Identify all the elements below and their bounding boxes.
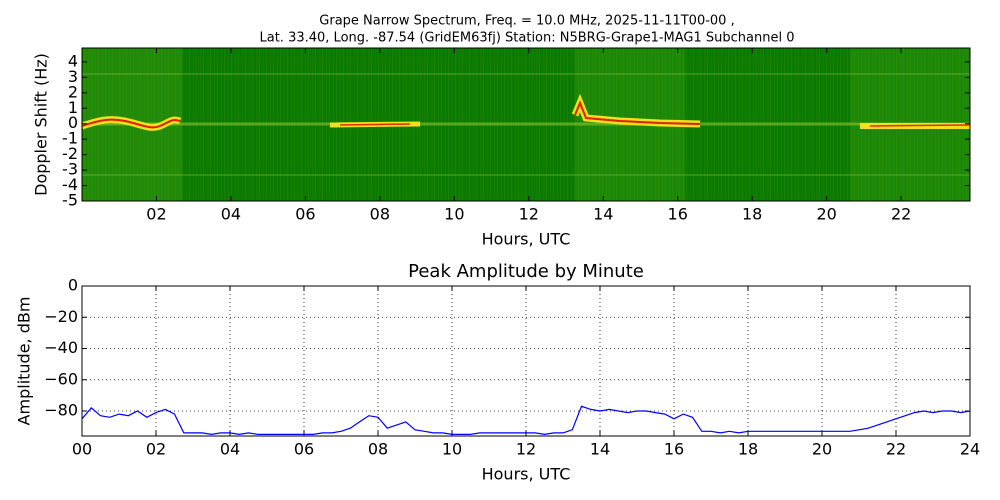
- x-tick-label: 12: [519, 205, 539, 224]
- y-tick-label: 4: [68, 51, 78, 70]
- chart-title: Peak Amplitude by Minute: [408, 261, 644, 282]
- y-tick-label: 0: [68, 276, 78, 295]
- x-tick-label: 04: [221, 205, 241, 224]
- x-tick-label: 20: [812, 440, 832, 459]
- x-axis-label: Hours, UTC: [482, 230, 571, 249]
- spectrogram: [80, 48, 971, 201]
- y-tick-label: -3: [62, 160, 78, 179]
- y-tick-label: 0: [68, 113, 78, 132]
- x-tick-label: 18: [742, 205, 762, 224]
- axes-frame: [81, 285, 971, 437]
- y-tick-label: −60: [44, 369, 78, 388]
- x-tick-label: 22: [891, 205, 911, 224]
- x-tick-label: 06: [295, 205, 315, 224]
- y-tick-label: -5: [62, 191, 78, 210]
- y-axis-label: Amplitude, dBm: [15, 297, 34, 426]
- x-tick-label: 08: [370, 205, 390, 224]
- spectrogram-trace: [339, 123, 411, 126]
- x-tick-label: 06: [294, 440, 314, 459]
- x-tick-label: 14: [593, 205, 613, 224]
- suptitle-line: Grape Narrow Spectrum, Freq. = 10.0 MHz,…: [319, 14, 734, 29]
- x-tick-label: 02: [146, 205, 166, 224]
- x-tick-label: 12: [516, 440, 536, 459]
- y-tick-label: −80: [44, 401, 78, 420]
- x-tick-label: 24: [960, 440, 980, 459]
- x-tick-label: 10: [442, 440, 462, 459]
- x-tick-label: 14: [590, 440, 610, 459]
- x-tick-label: 20: [816, 205, 836, 224]
- y-tick-label: −40: [44, 338, 78, 357]
- spectrogram-trace: [81, 118, 181, 129]
- spectrogram-trace: [574, 100, 701, 125]
- x-tick-label: 10: [444, 205, 464, 224]
- x-tick-label: 16: [664, 440, 684, 459]
- y-tick-label: −20: [44, 307, 78, 326]
- x-tick-label: 18: [738, 440, 758, 459]
- y-tick-label: -1: [62, 129, 78, 148]
- suptitle-line: Lat. 33.40, Long. -87.54 (GridEM63fj) St…: [260, 31, 795, 46]
- x-tick-label: 16: [668, 205, 688, 224]
- x-tick-label: 22: [886, 440, 906, 459]
- x-tick-label: 02: [146, 440, 166, 459]
- x-tick-label: 04: [220, 440, 240, 459]
- amplitude-line: [81, 405, 971, 436]
- x-tick-label: 00: [72, 440, 92, 459]
- spectrogram-trace: [869, 124, 971, 127]
- x-axis-label: Hours, UTC: [482, 465, 571, 484]
- y-tick-label: 2: [68, 82, 78, 101]
- axes-frame: [81, 47, 971, 202]
- y-tick-label: 1: [68, 98, 78, 117]
- y-axis-label: Doppler Shift (Hz): [32, 53, 51, 196]
- y-tick-label: -4: [62, 175, 78, 194]
- y-tick-label: -2: [62, 144, 78, 163]
- x-tick-label: 08: [368, 440, 388, 459]
- y-tick-label: 3: [68, 67, 78, 86]
